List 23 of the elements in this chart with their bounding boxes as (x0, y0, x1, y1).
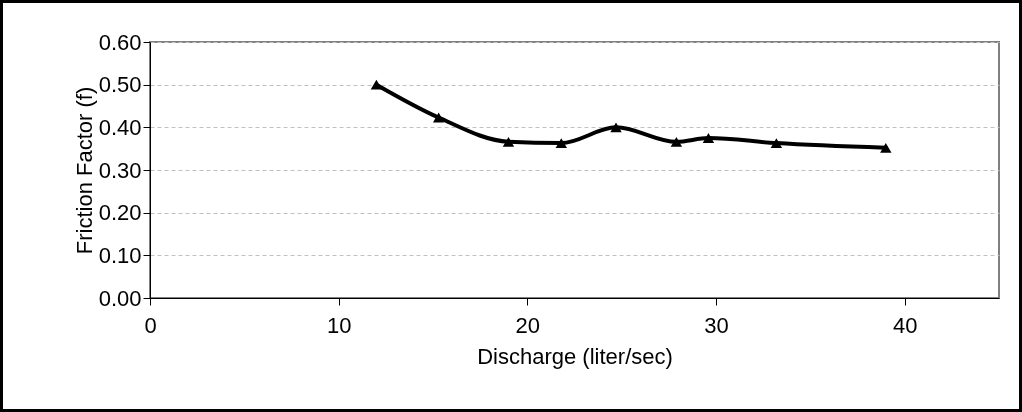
point (670, 136, 683, 147)
point (610, 122, 622, 133)
y-tick-label: 0.40 (98, 114, 142, 140)
y-tick-label: 0.20 (98, 200, 142, 226)
x-tick-label: 10 (326, 312, 352, 338)
x-tick-label: 0 (144, 312, 157, 338)
y-tick-label: 0.30 (98, 157, 142, 183)
point (770, 138, 783, 149)
point (370, 79, 383, 90)
y-tick-label: 0.50 (98, 72, 142, 98)
point (880, 142, 892, 153)
point (432, 112, 445, 123)
x-axis-title: Discharge (liter/sec) (477, 343, 673, 369)
x-tick-label: 20 (515, 312, 541, 338)
point (502, 136, 515, 147)
y-tick-label: 0.00 (98, 285, 142, 311)
y-tick-label: 0.10 (98, 242, 142, 268)
y-axis-title: Friction Factor (f) (71, 86, 97, 255)
x-tick-label: 40 (892, 312, 918, 338)
x-tick-label: 30 (704, 312, 729, 338)
y-tick-label: 0.60 (98, 29, 142, 55)
point (555, 138, 567, 149)
point (702, 133, 715, 143)
